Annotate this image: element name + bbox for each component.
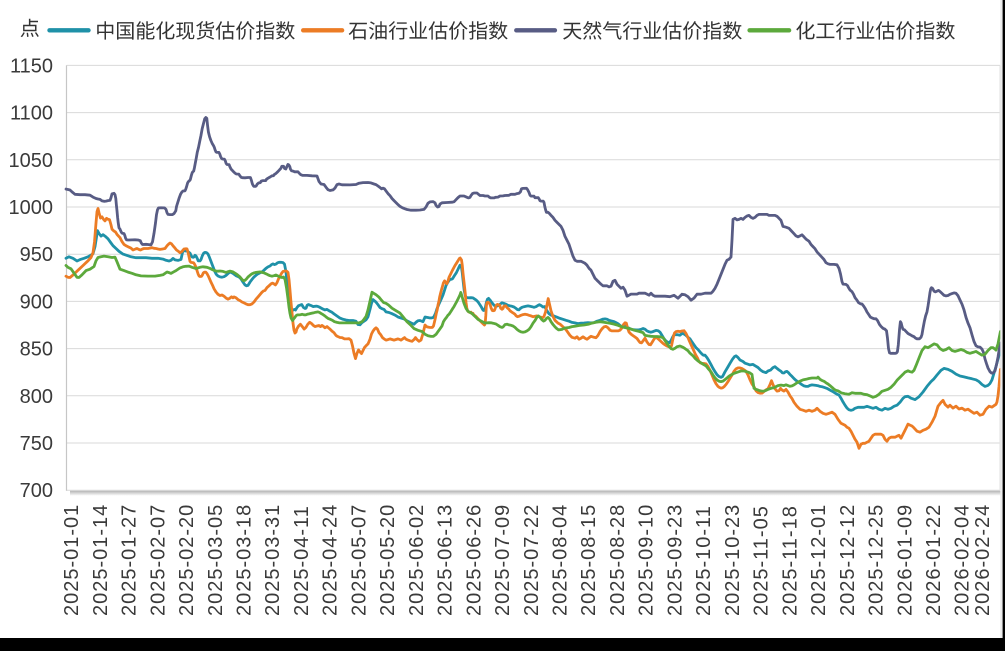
svg-text:2025-12-01: 2025-12-01 [808, 504, 830, 616]
svg-text:2025-01-14: 2025-01-14 [90, 504, 112, 616]
svg-text:1050: 1050 [9, 150, 54, 172]
svg-text:2025-03-18: 2025-03-18 [234, 504, 256, 616]
svg-text:1150: 1150 [10, 55, 53, 77]
svg-text:2025-06-02: 2025-06-02 [406, 504, 428, 616]
svg-text:2025-11-05: 2025-11-05 [751, 505, 773, 616]
svg-text:2025-12-25: 2025-12-25 [866, 504, 888, 616]
svg-text:2025-02-07: 2025-02-07 [147, 504, 169, 616]
svg-text:950: 950 [20, 244, 53, 266]
svg-text:900: 900 [20, 291, 53, 313]
svg-text:1100: 1100 [10, 103, 53, 125]
svg-text:2026-01-22: 2026-01-22 [923, 504, 945, 616]
svg-text:850: 850 [20, 339, 53, 361]
svg-text:1000: 1000 [9, 197, 54, 219]
svg-text:2025-08-15: 2025-08-15 [578, 504, 600, 616]
svg-text:2025-01-27: 2025-01-27 [119, 504, 141, 616]
svg-text:2025-12-12: 2025-12-12 [837, 504, 859, 616]
svg-text:2025-02-20: 2025-02-20 [176, 504, 198, 616]
svg-text:2025-10-11: 2025-10-11 [693, 505, 715, 616]
svg-text:2025-08-04: 2025-08-04 [550, 504, 572, 616]
svg-text:2025-07-09: 2025-07-09 [492, 504, 514, 616]
svg-text:2025-04-24: 2025-04-24 [320, 504, 342, 616]
svg-text:2026-02-24: 2026-02-24 [972, 504, 994, 616]
svg-text:2025-11-18: 2025-11-18 [779, 505, 801, 616]
svg-text:800: 800 [20, 386, 53, 408]
svg-text:2025-01-01: 2025-01-01 [61, 504, 83, 616]
svg-text:2025-09-10: 2025-09-10 [636, 504, 658, 616]
svg-text:2025-03-05: 2025-03-05 [205, 504, 227, 616]
svg-text:700: 700 [20, 480, 53, 502]
svg-text:2025-05-20: 2025-05-20 [377, 504, 399, 616]
svg-text:2025-03-31: 2025-03-31 [262, 504, 284, 616]
svg-text:2025-09-23: 2025-09-23 [664, 504, 686, 616]
svg-text:2025-06-26: 2025-06-26 [463, 504, 485, 616]
svg-text:2025-05-07: 2025-05-07 [348, 504, 370, 616]
svg-text:2026-02-04: 2026-02-04 [952, 504, 974, 616]
svg-text:2025-04-11: 2025-04-11 [291, 505, 313, 616]
svg-text:750: 750 [20, 433, 53, 455]
svg-text:2025-07-22: 2025-07-22 [521, 504, 543, 616]
svg-text:2025-10-23: 2025-10-23 [722, 504, 744, 616]
svg-text:2026-01-09: 2026-01-09 [894, 504, 916, 616]
svg-text:2025-06-13: 2025-06-13 [435, 504, 457, 616]
svg-text:2025-08-28: 2025-08-28 [607, 504, 629, 616]
